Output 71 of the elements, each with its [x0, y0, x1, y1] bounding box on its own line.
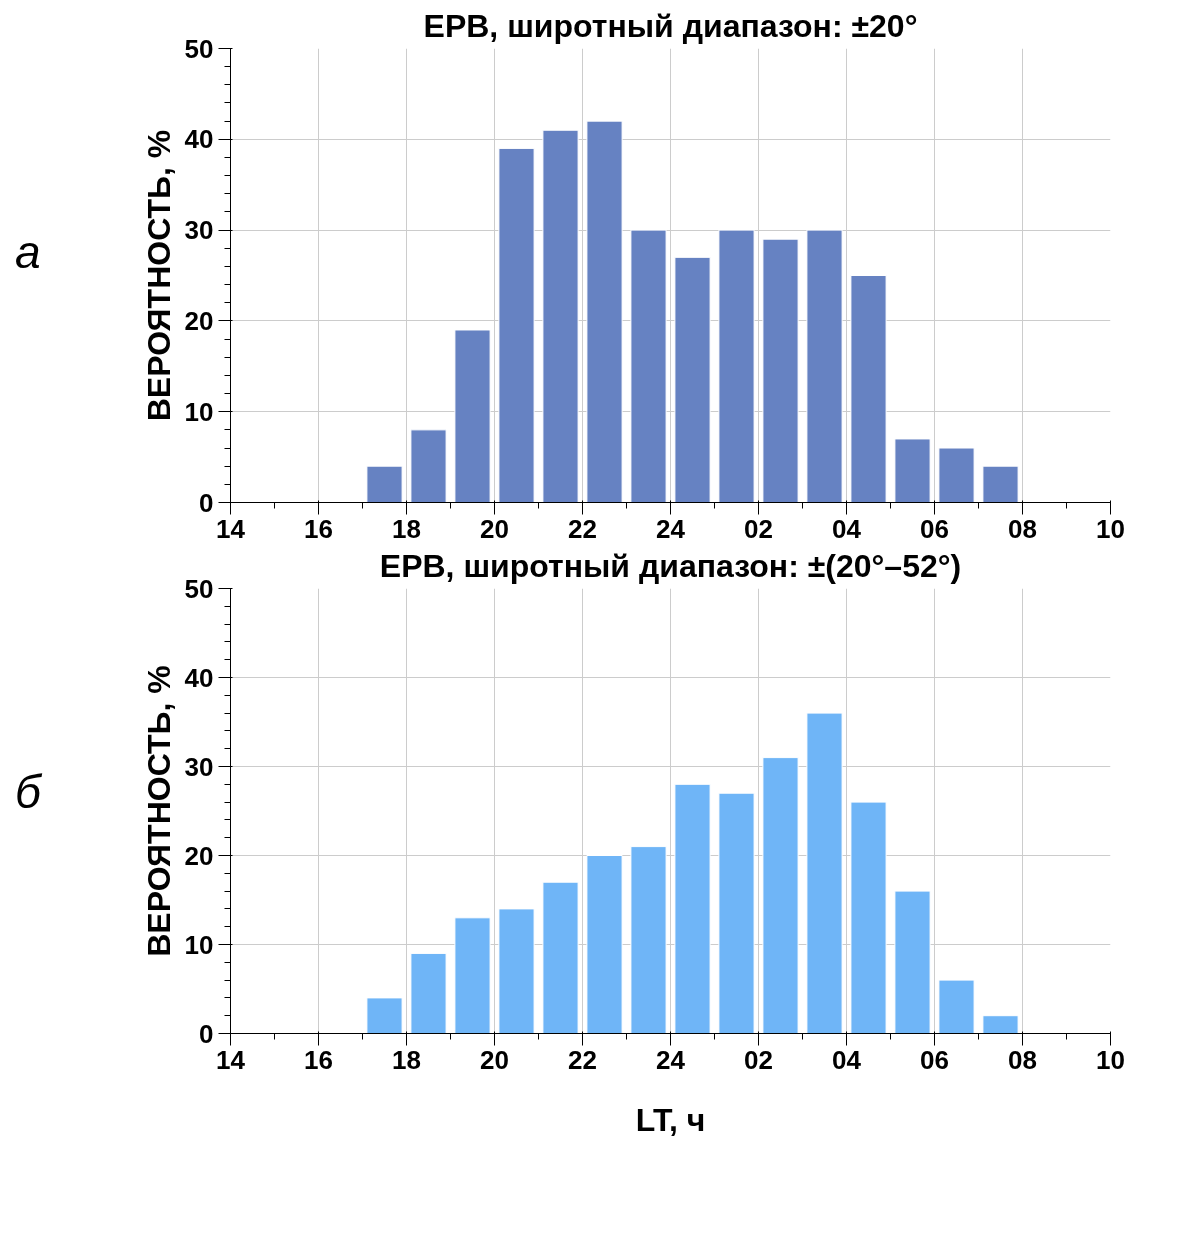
- bar: [586, 855, 623, 1034]
- bar: [410, 952, 447, 1034]
- x-tick-label: 24: [656, 513, 686, 544]
- y-tick-label: 20: [184, 840, 214, 871]
- bar: [630, 846, 667, 1034]
- y-tick-label: 30: [184, 751, 214, 782]
- x-tick-label: 20: [480, 1044, 509, 1075]
- y-axis-title: ВЕРОЯТНОСТЬ, %: [140, 665, 177, 957]
- bar: [718, 229, 755, 503]
- bar: [454, 329, 491, 503]
- x-tick-label: 16: [304, 1044, 333, 1075]
- bar: [586, 120, 623, 503]
- text: а: [15, 225, 41, 280]
- bar: [542, 129, 579, 503]
- y-tick-label: 40: [184, 124, 214, 155]
- bar: [938, 979, 975, 1034]
- x-tick-label: 18: [392, 1044, 421, 1075]
- bar: [410, 429, 447, 503]
- bar: [630, 229, 667, 503]
- y-tick-label: 50: [184, 33, 214, 64]
- bar: [982, 1015, 1019, 1034]
- bar: [806, 229, 843, 503]
- bar: [718, 792, 755, 1034]
- y-tick-label: 0: [199, 1018, 214, 1049]
- bar: [762, 238, 799, 503]
- x-tick-label: 02: [744, 513, 773, 544]
- y-axis-title: ВЕРОЯТНОСТЬ, %: [140, 129, 177, 422]
- y-tick-label: 10: [184, 396, 214, 427]
- x-tick-label: 02: [744, 1044, 773, 1075]
- y-tick-label: 40: [184, 662, 214, 693]
- chart-title: EPB, широтный диапазон: ±20°: [423, 7, 918, 44]
- bar: [982, 465, 1019, 503]
- y-tick-label: 10: [184, 929, 214, 960]
- x-tick-label: 16: [304, 513, 333, 544]
- bar: [674, 783, 711, 1034]
- x-tick-label: 10: [1096, 1044, 1125, 1075]
- y-tick-label: 50: [184, 573, 214, 604]
- bar: [498, 147, 535, 503]
- x-tick-label: 04: [832, 513, 862, 544]
- x-tick-label: 14: [216, 513, 246, 544]
- text: б: [15, 765, 41, 820]
- x-tick-label: 10: [1096, 513, 1125, 544]
- x-tick-label: 22: [568, 513, 597, 544]
- bar: [894, 438, 931, 503]
- x-tick-label: 06: [920, 513, 949, 544]
- y-tick-label: 30: [184, 215, 214, 246]
- x-tick-label: 14: [216, 1044, 246, 1075]
- bar: [938, 447, 975, 503]
- bar: [806, 712, 843, 1034]
- bar: [454, 917, 491, 1034]
- bar: [542, 881, 579, 1034]
- bar: [850, 801, 887, 1034]
- bar: [674, 256, 711, 503]
- chart-title: EPB, широтный диапазон: ±(20°–52°): [379, 547, 962, 584]
- x-tick-label: 08: [1008, 1044, 1037, 1075]
- x-axis-title: LT, ч: [635, 1101, 706, 1138]
- bar: [366, 997, 403, 1034]
- bar: [850, 275, 887, 503]
- x-tick-label: 06: [920, 1044, 949, 1075]
- bar: [894, 890, 931, 1034]
- bar: [366, 465, 403, 503]
- x-tick-label: 18: [392, 513, 421, 544]
- x-tick-label: 24: [656, 1044, 686, 1075]
- x-tick-label: 04: [832, 1044, 862, 1075]
- x-tick-label: 08: [1008, 513, 1037, 544]
- bar: [762, 757, 799, 1034]
- x-tick-label: 20: [480, 513, 509, 544]
- y-tick-label: 20: [184, 305, 214, 336]
- y-tick-label: 0: [199, 487, 214, 518]
- x-tick-label: 22: [568, 1044, 597, 1075]
- bar: [498, 908, 535, 1034]
